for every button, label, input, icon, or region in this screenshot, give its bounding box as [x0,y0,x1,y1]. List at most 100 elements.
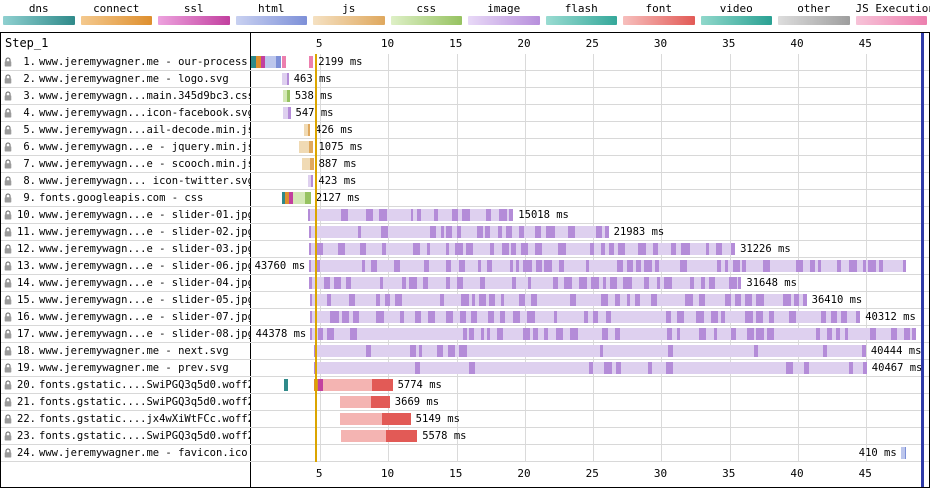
request-timeline: 5774 ms [251,377,929,393]
download-chunk [446,226,453,238]
download-chunk [519,226,525,238]
download-chunk [754,345,758,357]
download-chunk [782,294,792,306]
request-row[interactable]: 8. www.jeremywagn... icon-twitter.svg 423 … [1,173,929,190]
request-time: 2199 ms [318,56,363,68]
request-number: 24. [17,447,36,459]
request-number: 4. [23,107,36,119]
download-chunk [730,328,737,340]
request-row[interactable]: 12. www.jeremywagn...e - slider-03.jpg 312… [1,241,929,258]
request-row[interactable]: 22. fonts.gstatic....jx4wXiWtFCc.woff2 514… [1,411,929,428]
request-url: www.jeremywagn...ail-decode.min.js [39,124,251,136]
request-timeline: 31648 ms [251,275,929,291]
phase-htmlD [904,447,907,459]
legend-item-label: js [342,2,356,15]
download-chunk [708,277,715,289]
request-row[interactable]: 15. www.jeremywagn...e - slider-05.jpg 364… [1,292,929,309]
request-row[interactable]: 9. fonts.googleapis.com - css 2127 ms [1,190,929,207]
phase-imgL [313,345,866,357]
download-chunk [590,277,599,289]
phase-ssl [289,192,294,204]
request-row[interactable]: 11. www.jeremywagn...e - slider-02.jpg 219… [1,224,929,241]
download-chunk [422,277,428,289]
request-row[interactable]: 13. www.jeremywagn...e - slider-06.jpg 437… [1,258,929,275]
download-chunk [544,260,553,272]
request-timeline: 547 ms [251,105,929,121]
request-row[interactable]: 17. www.jeremywagn...e - slider-08.jpg 443… [1,326,929,343]
request-timeline: 5149 ms [251,411,929,427]
request-row[interactable]: 21. fonts.gstatic....SwiPGQ3q5d0.woff2 366… [1,394,929,411]
download-chunk [409,345,417,357]
request-row[interactable]: 24. www.jeremywagner.me - favicon.ico 410 … [1,445,929,462]
download-chunk [308,209,311,221]
download-chunk [531,294,538,306]
download-chunk [544,328,549,340]
request-label: 15. www.jeremywagn...e - slider-05.jpg [1,292,251,308]
legend-color-swatch [700,16,772,25]
phase-fontL [340,413,383,425]
request-url: www.jeremywagner.me - logo.svg [39,73,229,85]
request-number: 8. [23,175,36,187]
request-url: www.jeremywagn...main.345d9bc3.css [39,90,251,102]
download-chunk [513,311,521,323]
legend-color-swatch [3,16,75,25]
request-timeline: 1075 ms [251,139,929,155]
request-row[interactable]: 19. www.jeremywagner.me - prev.svg 40467 m… [1,360,929,377]
time-gridline [388,54,390,462]
request-time: 31648 ms [746,277,797,289]
request-time: 40467 ms [871,362,923,374]
phase-imgL [310,328,916,340]
request-timeline: 410 ms [251,445,929,461]
download-chunk [349,294,355,306]
download-chunk [371,260,378,272]
request-row[interactable]: 2. www.jeremywagner.me - logo.svg 463 ms [1,71,929,88]
download-chunk [826,328,832,340]
request-label: 5. www.jeremywagn...ail-decode.min.js [1,122,251,138]
download-chunk [713,328,718,340]
download-chunk [677,328,681,340]
request-row[interactable]: 20. fonts.gstatic....SwiPGQ3q5d0.woff2 577… [1,377,929,394]
phase-imgL [282,73,287,85]
legend-item-dns: dns [3,1,75,32]
request-timeline: 31226 ms [251,241,929,257]
legend-item-label: JS Execution [855,2,930,15]
request-row[interactable]: 3. www.jeremywagn...main.345d9bc3.css 538 … [1,88,929,105]
download-chunk [848,260,857,272]
request-row[interactable]: 6. www.jeremywagn...e - jquery.min.js 1075… [1,139,929,156]
request-url: fonts.gstatic....jx4wXiWtFCc.woff2 [39,413,251,425]
download-chunk [498,209,507,221]
download-chunk [589,243,595,255]
download-chunk [533,328,538,340]
request-row[interactable]: 16. www.jeremywagn...e - slider-07.jpg 403… [1,309,929,326]
axis-tick: 30 [653,37,668,50]
request-row[interactable]: 5. www.jeremywagn...ail-decode.min.js 426 … [1,122,929,139]
lock-icon [4,57,12,67]
download-chunk [509,260,514,272]
download-chunk [341,311,350,323]
download-chunk [460,294,470,306]
legend-item-css: css [390,1,462,32]
download-chunk [340,209,348,221]
request-row[interactable]: 1. www.jeremywagner.me - our-process 2199 … [1,54,929,71]
request-label: 18. www.jeremywagner.me - next.svg [1,343,251,359]
request-url: www.jeremywagn...e - slider-01.jpg [39,209,251,221]
request-row[interactable]: 4. www.jeremywagn...icon-facebook.svg 547 … [1,105,929,122]
download-chunk [472,294,476,306]
download-chunk [452,209,458,221]
download-chunk [737,277,742,289]
request-number: 7. [23,158,36,170]
request-number: 19. [17,362,36,374]
request-row[interactable]: 14. www.jeremywagn...e - slider-04.jpg 316… [1,275,929,292]
request-row[interactable]: 23. fonts.gstatic....SwiPGQ3q5d0.woff2 557… [1,428,929,445]
download-chunk [476,226,484,238]
request-number: 23. [17,430,36,442]
request-row[interactable]: 18. www.jeremywagner.me - next.svg 40444 m… [1,343,929,360]
legend-item-flash: flash [545,1,617,32]
request-number: 6. [23,141,36,153]
download-chunk [667,328,673,340]
lock-icon [4,244,12,254]
request-row[interactable]: 10. www.jeremywagn...e - slider-01.jpg 150… [1,207,929,224]
request-number: 22. [17,413,36,425]
request-row[interactable]: 7. www.jeremywagn...e - scooch.min.js 887 … [1,156,929,173]
download-chunk [457,226,462,238]
